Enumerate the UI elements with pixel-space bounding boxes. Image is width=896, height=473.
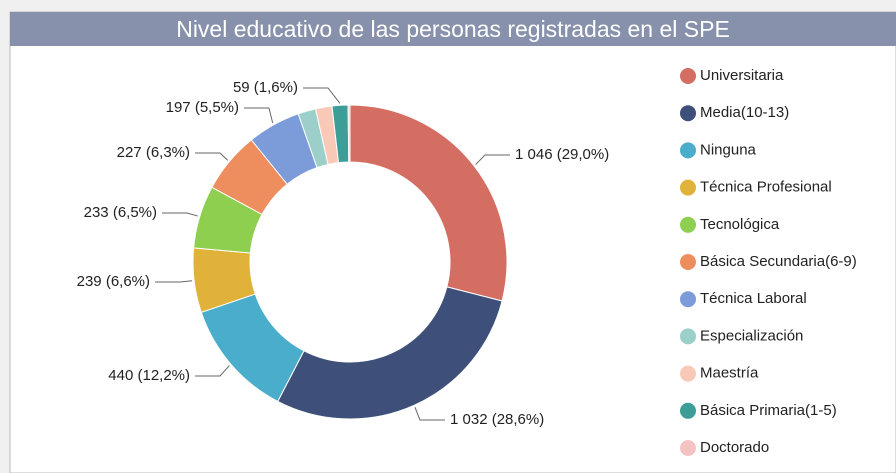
data-label: 1 032 (28,6%): [450, 411, 544, 428]
legend-label: Ninguna: [700, 141, 757, 158]
leader-line: [414, 406, 445, 421]
data-label: 227 (6,3%): [117, 144, 190, 161]
leader-line: [162, 212, 198, 217]
slice: [347, 104, 351, 163]
legend-label: Maestría: [700, 365, 759, 382]
legend-swatch: [680, 179, 696, 196]
legend-label: Básica Secundaria(6-9): [700, 253, 857, 270]
title-bar: [10, 12, 896, 46]
leader-line: [475, 154, 510, 165]
legend-swatch: [680, 216, 696, 233]
legend-swatch: [680, 105, 696, 122]
data-label: 440 (12,2%): [108, 367, 190, 384]
chart-title: Nivel educativo de las personas registra…: [176, 16, 730, 42]
leader-line: [195, 365, 230, 377]
data-label: 233 (6,5%): [84, 204, 157, 221]
slice: [349, 104, 508, 302]
leader-line: [155, 280, 193, 283]
data-label: 197 (5,5%): [166, 99, 239, 116]
legend-label: Universitaria: [700, 67, 784, 84]
legend-label: Técnica Laboral: [700, 290, 807, 307]
leader-line: [244, 107, 274, 124]
legend-swatch: [680, 68, 696, 84]
legend-swatch: [680, 142, 696, 159]
leader-line: [303, 87, 341, 104]
data-label: 59 (1,6%): [233, 79, 298, 96]
slice: [277, 286, 503, 420]
legend-swatch: [680, 440, 696, 456]
legend-label: Doctorado: [700, 439, 769, 456]
legend-swatch: [680, 254, 696, 270]
legend-swatch: [680, 365, 696, 382]
data-label: 1 046 (29,0%): [515, 146, 609, 163]
legend-label: Técnica Profesional: [700, 179, 832, 196]
legend-swatch: [680, 291, 696, 308]
legend-swatch: [680, 328, 696, 345]
legend-swatch: [680, 402, 696, 419]
legend-label: Media(10-13): [700, 104, 789, 121]
legend-label: Especialización: [700, 327, 803, 344]
leader-line: [195, 152, 229, 161]
legend-label: Tecnológica: [700, 216, 780, 233]
data-label: 239 (6,6%): [77, 273, 150, 290]
legend-label: Básica Primaria(1-5): [700, 402, 837, 419]
